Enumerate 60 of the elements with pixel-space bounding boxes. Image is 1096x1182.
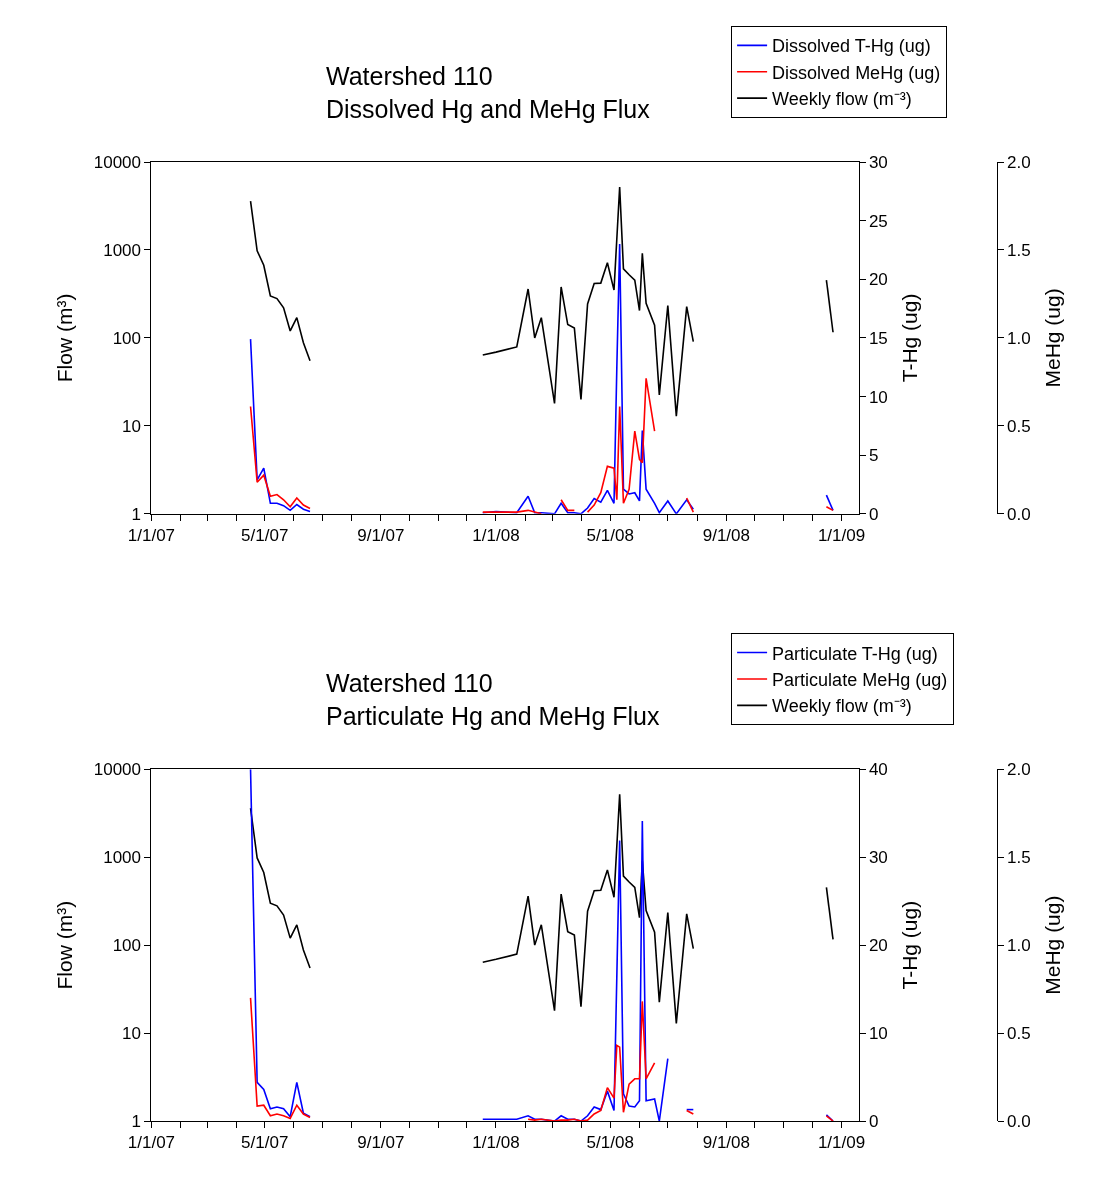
y-axis-title: Flow (m³) bbox=[52, 293, 76, 383]
y2-axis-title: T-Hg (ug) bbox=[898, 900, 922, 990]
y3-tick-label: 0.5 bbox=[1007, 1024, 1031, 1044]
y3-tick-label: 1.5 bbox=[1007, 240, 1031, 260]
y2-tick-label: 30 bbox=[868, 152, 888, 172]
y2-tick-label: 25 bbox=[868, 211, 888, 231]
y3-tick-label: 2.0 bbox=[1007, 152, 1031, 172]
y-tick-label: 100 bbox=[112, 936, 142, 956]
y2-tick-label: 10 bbox=[868, 1024, 888, 1044]
x-tick-label: 1/1/09 bbox=[817, 526, 866, 546]
y2-axis-title: T-Hg (ug) bbox=[898, 293, 922, 383]
y2-tick-label: 10 bbox=[868, 387, 888, 407]
y3-tick-label: 1.5 bbox=[1007, 848, 1031, 868]
x-tick-label: 5/1/07 bbox=[241, 526, 289, 546]
x-tick-label: 1/1/07 bbox=[127, 1133, 176, 1153]
y-tick-label: 1 bbox=[131, 1111, 142, 1131]
x-tick-label: 5/1/07 bbox=[241, 1133, 289, 1153]
x-tick-label: 9/1/08 bbox=[702, 1133, 750, 1153]
y2-tick-label: 5 bbox=[868, 446, 879, 466]
y-tick-label: 1000 bbox=[103, 848, 142, 868]
x-tick-label: 1/1/08 bbox=[472, 1133, 520, 1153]
y2-tick-label: 15 bbox=[868, 328, 888, 348]
legend-label: Weekly flow (m⁻³) bbox=[772, 89, 912, 110]
legend-label: Particulate MeHg (ug) bbox=[772, 669, 948, 690]
y2-tick-label: 20 bbox=[868, 270, 888, 290]
y-tick-label: 1 bbox=[131, 504, 142, 524]
y3-tick-label: 0.0 bbox=[1007, 1111, 1031, 1131]
y-tick-label: 10000 bbox=[93, 152, 142, 172]
legend-label: Weekly flow (m⁻³) bbox=[772, 696, 912, 717]
y-axis-title: Flow (m³) bbox=[52, 900, 76, 990]
legend-label: Dissolved T-Hg (ug) bbox=[772, 36, 931, 57]
x-tick-label: 9/1/07 bbox=[357, 1133, 405, 1153]
y-tick-label: 100 bbox=[112, 328, 142, 348]
y2-tick-label: 0 bbox=[868, 504, 879, 524]
y2-tick-label: 30 bbox=[868, 848, 888, 868]
y3-tick-label: 2.0 bbox=[1007, 760, 1031, 780]
y3-tick-label: 0.5 bbox=[1007, 416, 1031, 436]
y2-tick-label: 20 bbox=[868, 936, 888, 956]
y2-tick-label: 0 bbox=[868, 1111, 879, 1131]
y3-tick-label: 1.0 bbox=[1007, 328, 1031, 348]
chart-title: Watershed 110 Dissolved Hg and MeHg Flux bbox=[326, 62, 651, 123]
y3-axis-title: MeHg (ug) bbox=[1040, 288, 1064, 388]
y-tick-label: 10 bbox=[122, 1024, 142, 1044]
y3-tick-label: 0.0 bbox=[1007, 504, 1031, 524]
x-tick-label: 5/1/08 bbox=[586, 526, 634, 546]
y3-axis-title: MeHg (ug) bbox=[1040, 895, 1064, 995]
y-tick-label: 1000 bbox=[103, 240, 142, 260]
x-tick-label: 1/1/07 bbox=[127, 526, 176, 546]
x-tick-label: 1/1/08 bbox=[472, 526, 520, 546]
legend-label: Dissolved MeHg (ug) bbox=[772, 62, 941, 83]
y2-tick-label: 40 bbox=[868, 760, 888, 780]
chart-title: Watershed 110 Particulate Hg and MeHg Flux bbox=[326, 669, 660, 730]
legend-label: Particulate T-Hg (ug) bbox=[772, 643, 938, 664]
y-tick-label: 10 bbox=[122, 416, 142, 436]
x-tick-label: 9/1/08 bbox=[702, 526, 750, 546]
x-tick-label: 5/1/08 bbox=[586, 1133, 634, 1153]
x-tick-label: 1/1/09 bbox=[817, 1133, 866, 1153]
y-tick-label: 10000 bbox=[93, 760, 142, 780]
y3-tick-label: 1.0 bbox=[1007, 936, 1031, 956]
x-tick-label: 9/1/07 bbox=[357, 526, 405, 546]
